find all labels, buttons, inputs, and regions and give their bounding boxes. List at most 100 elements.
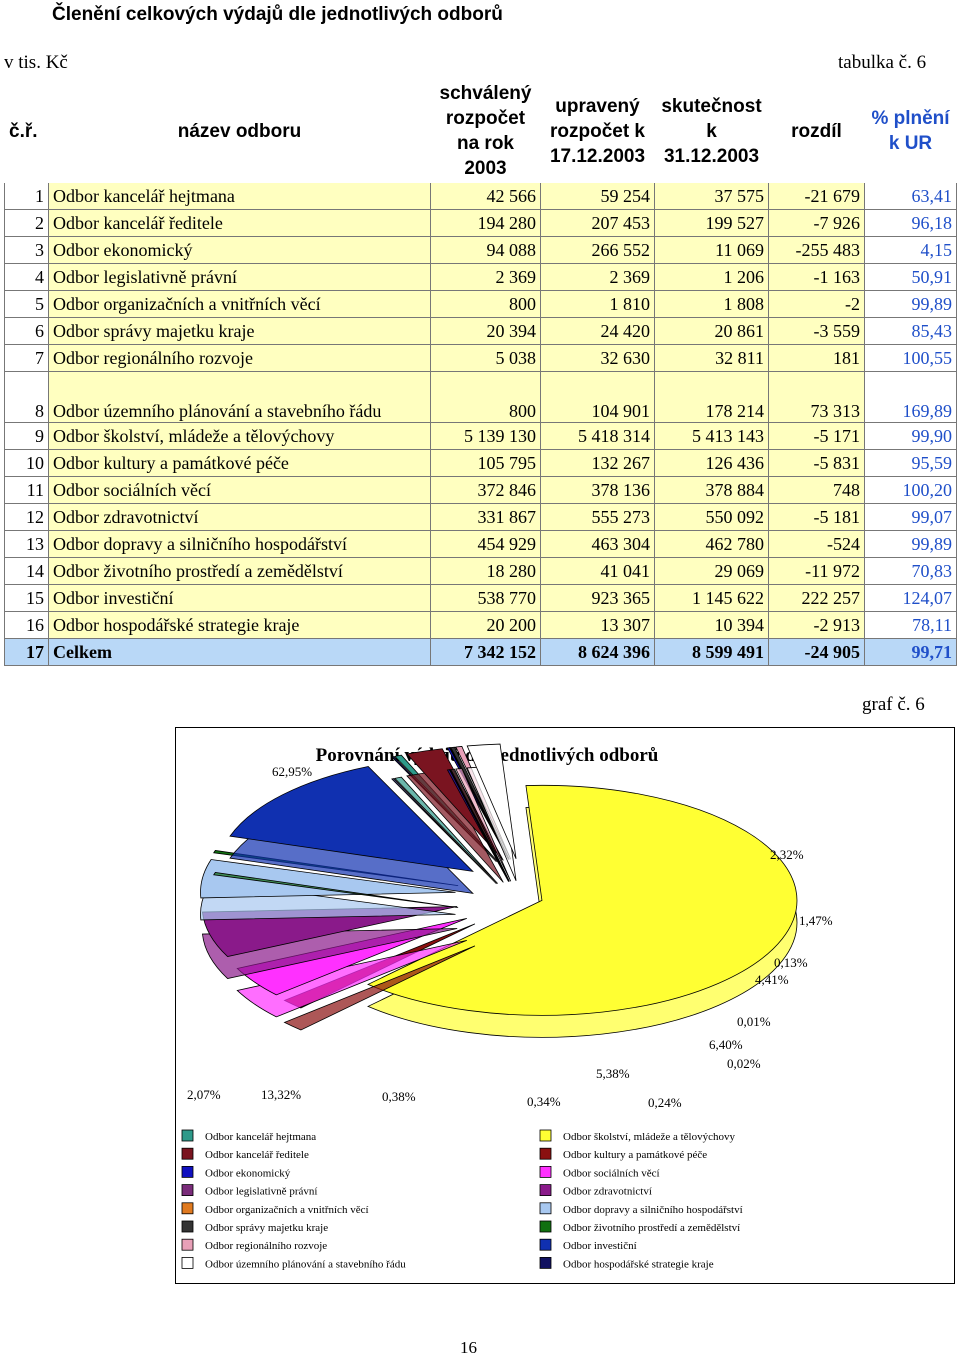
table-row: 15 Odbor investiční 538 770 923 365 1 145 62… [4, 584, 957, 612]
cell-diff: -21 679 [768, 182, 865, 210]
cell-name: Odbor kancelář hejtmana [48, 182, 431, 210]
cell-idx: 9 [4, 422, 49, 450]
legend-swatch [539, 1129, 552, 1142]
cell-pct: 85,43 [864, 317, 957, 345]
cell-idx: 3 [4, 236, 49, 264]
total-approved: 7 342 152 [430, 638, 541, 666]
cell-pct: 169,89 [864, 371, 957, 423]
legend-swatch [539, 1184, 552, 1197]
cell-adjusted: 5 418 314 [540, 422, 655, 450]
cell-name: Odbor kancelář ředitele [48, 209, 431, 237]
cell-actual: 126 436 [654, 449, 769, 477]
legend-swatch [181, 1184, 194, 1197]
cell-approved: 18 280 [430, 557, 541, 585]
cell-approved: 331 867 [430, 503, 541, 531]
legend-swatch [181, 1129, 194, 1142]
legend-label: Odbor životního prostředí a zemědělství [563, 1222, 740, 1234]
header-diff: rozdíl [768, 79, 865, 183]
cell-name: Odbor územního plánování a stavebního řá… [48, 371, 431, 423]
slice-data-label: 62,95% [272, 764, 312, 779]
total-adjusted: 8 624 396 [540, 638, 655, 666]
cell-actual: 5 413 143 [654, 422, 769, 450]
cell-pct: 99,07 [864, 503, 957, 531]
pie-slice-side [455, 768, 512, 882]
cell-idx: 14 [4, 557, 49, 585]
cell-approved: 372 846 [430, 476, 541, 504]
total-name: Celkem [48, 638, 431, 666]
cell-adjusted: 13 307 [540, 611, 655, 639]
cell-diff: -5 171 [768, 422, 865, 450]
legend-swatch [181, 1202, 194, 1215]
slice-data-label: 0,24% [648, 1095, 682, 1110]
header-approved: schválený rozpočet na rok 2003 [430, 79, 541, 183]
cell-diff: 181 [768, 344, 865, 372]
cell-diff: -2 [768, 290, 865, 318]
slice-data-label: 1,47% [799, 913, 833, 928]
table-number: tabulka č. 6 [838, 52, 927, 73]
slice-data-label: 5,38% [596, 1066, 630, 1081]
cell-name: Odbor hospodářské strategie kraje [48, 611, 431, 639]
cell-diff: -524 [768, 530, 865, 558]
legend-label: Odbor kancelář hejtmana [205, 1131, 316, 1143]
page-number: 16 [460, 1338, 477, 1357]
cell-pct: 70,83 [864, 557, 957, 585]
pie-slice [466, 743, 517, 859]
page-title: Členění celkových výdajů dle jednotlivýc… [52, 4, 503, 25]
legend-label: Odbor organizačních a vnitřních věcí [205, 1204, 369, 1216]
cell-actual: 1 206 [654, 263, 769, 291]
legend-swatch [181, 1220, 194, 1233]
table-row: 7 Odbor regionálního rozvoje 5 038 32 630 32… [4, 344, 957, 372]
cell-adjusted: 32 630 [540, 344, 655, 372]
header-adjusted: upravený rozpočet k 17.12.2003 [540, 79, 655, 183]
cell-approved: 2 369 [430, 263, 541, 291]
cell-approved: 5 038 [430, 344, 541, 372]
cell-idx: 4 [4, 263, 49, 291]
legend-swatch [181, 1257, 194, 1269]
header-name: název odboru [48, 79, 431, 183]
cell-name: Odbor zdravotnictví [48, 503, 431, 531]
cell-actual: 10 394 [654, 611, 769, 639]
legend-label: Odbor regionálního rozvoje [205, 1240, 327, 1252]
legend-label: Odbor hospodářské strategie kraje [563, 1258, 714, 1270]
slice-data-label: 0,38% [382, 1089, 416, 1104]
cell-approved: 800 [430, 290, 541, 318]
slice-data-label: 0,34% [527, 1094, 561, 1109]
cell-name: Odbor legislativně právní [48, 263, 431, 291]
cell-pct: 99,89 [864, 290, 957, 318]
cell-adjusted: 378 136 [540, 476, 655, 504]
total-idx: 17 [4, 638, 49, 666]
slice-data-label: 6,40% [709, 1037, 743, 1052]
cell-diff: 748 [768, 476, 865, 504]
table-header-row: č.ř. název odboru schválený rozpočet na … [4, 79, 957, 183]
table-row: 14 Odbor životního prostředí a zemědělstv… [4, 557, 957, 585]
cell-diff: -255 483 [768, 236, 865, 264]
table-row: 5 Odbor organizačních a vnitřních věcí 800… [4, 290, 957, 318]
cell-diff: -2 913 [768, 611, 865, 639]
cell-idx: 10 [4, 449, 49, 477]
slice-data-label: 4,41% [755, 972, 789, 987]
cell-diff: -3 559 [768, 317, 865, 345]
legend-swatch [539, 1257, 552, 1269]
table-total-row: 17 Celkem 7 342 152 8 624 396 8 599 491 -24 9… [4, 638, 957, 666]
expenditure-table: č.ř. název odboru schválený rozpočet na … [4, 79, 957, 666]
cell-actual: 20 861 [654, 317, 769, 345]
total-actual: 8 599 491 [654, 638, 769, 666]
cell-actual: 378 884 [654, 476, 769, 504]
cell-actual: 37 575 [654, 182, 769, 210]
pie-slice-side [213, 871, 459, 909]
cell-idx: 15 [4, 584, 49, 612]
cell-pct: 96,18 [864, 209, 957, 237]
cell-diff: 222 257 [768, 584, 865, 612]
slice-data-label: 2,07% [187, 1087, 221, 1102]
pie-chart: Porovnání výdajů dle jednotlivých odborů… [109, 727, 955, 1284]
graph-number: graf č. 6 [862, 694, 925, 715]
slice-data-label: 13,32% [261, 1087, 301, 1102]
cell-diff: 73 313 [768, 371, 865, 423]
table-row: 12 Odbor zdravotnictví 331 867 555 273 550 0… [4, 503, 957, 531]
cell-actual: 550 092 [654, 503, 769, 531]
pie-slice [229, 766, 474, 872]
pie-chart-svg: Porovnání výdajů dle jednotlivých odborů… [109, 727, 955, 1284]
cell-idx: 16 [4, 611, 49, 639]
cell-name: Odbor sociálních věcí [48, 476, 431, 504]
legend-swatch [539, 1147, 552, 1160]
